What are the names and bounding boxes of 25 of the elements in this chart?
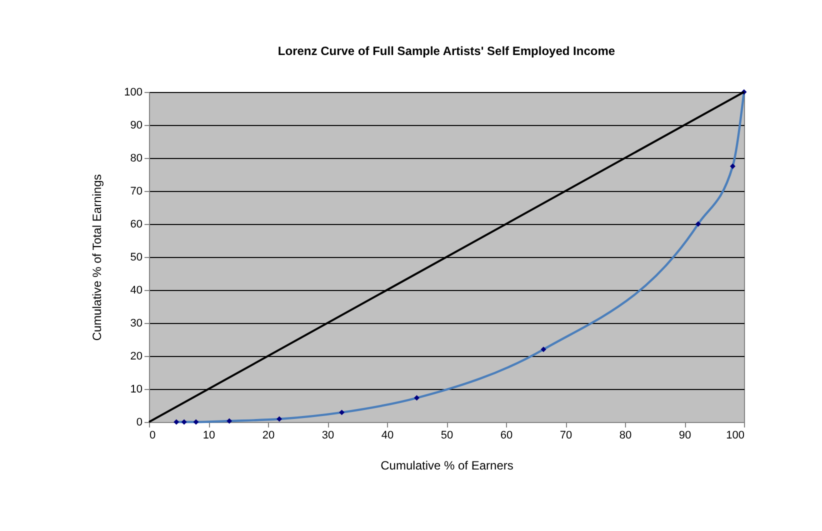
y-tick-label: 70 — [130, 186, 142, 198]
y-tick-label: 80 — [130, 152, 142, 164]
x-tick-label: 70 — [560, 430, 572, 442]
x-tick-label: 30 — [322, 430, 334, 442]
y-axis-title: Cumulative % of Total Earnings — [90, 174, 104, 341]
x-tick-label: 40 — [381, 430, 394, 442]
y-tick-label: 60 — [130, 218, 142, 230]
x-tick-label: 90 — [678, 430, 692, 442]
y-tick-label: 30 — [130, 318, 142, 330]
y-tick-label: 0 — [136, 416, 142, 428]
y-tick-label: 50 — [130, 252, 142, 264]
x-tick-label: 10 — [202, 430, 216, 442]
x-tick-label: 50 — [440, 430, 454, 442]
chart-title: Lorenz Curve of Full Sample Artists' Self Employed Income — [278, 44, 616, 58]
x-axis-title: Cumulative % of Earners — [380, 458, 514, 472]
y-tick-label: 10 — [130, 384, 142, 396]
x-tick-label: 100 — [726, 430, 744, 442]
x-tick-label: 60 — [500, 430, 513, 442]
x-tick-label: 80 — [619, 430, 632, 442]
y-tick-label: 100 — [124, 86, 142, 98]
y-tick-label: 20 — [130, 350, 142, 362]
y-tick-label: 40 — [130, 284, 142, 296]
x-tick-label: 0 — [150, 430, 156, 442]
x-tick-label: 20 — [262, 430, 275, 442]
y-tick-label: 90 — [130, 120, 142, 132]
